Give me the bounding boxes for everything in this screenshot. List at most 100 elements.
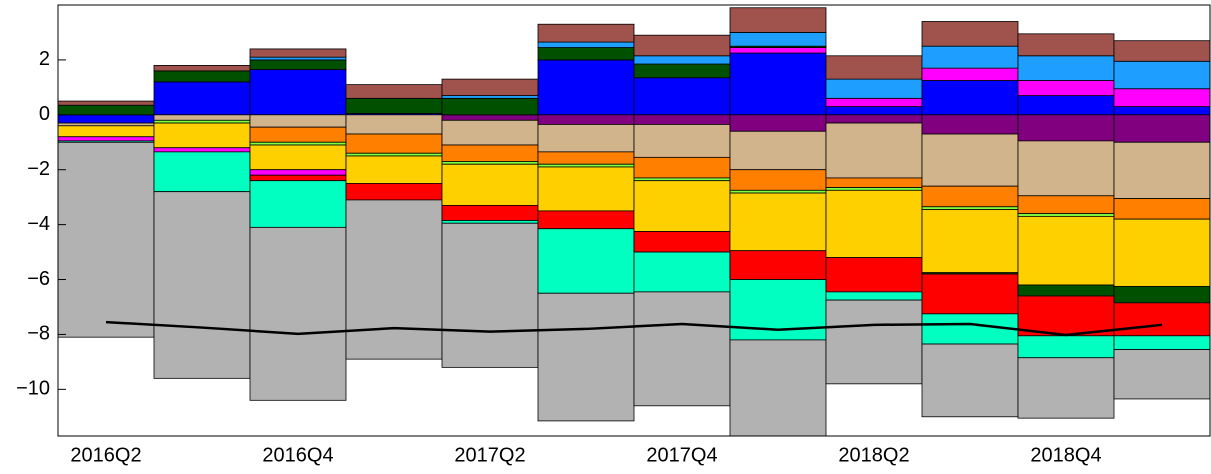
bar-segment [58, 136, 155, 142]
bar-segment [921, 206, 1019, 210]
bar-segment [345, 152, 443, 157]
bar-segment [921, 80, 1019, 116]
bar-segment [921, 133, 1019, 187]
plot-frame [57, 4, 1211, 437]
y-tick-label: 0 [39, 103, 50, 125]
bar-segment [921, 313, 1019, 345]
bar-segment [249, 56, 347, 61]
bar-segment [825, 78, 923, 99]
x-tick-label: 2017Q2 [454, 444, 525, 466]
bar-segment [1017, 195, 1115, 215]
bar-segment [633, 55, 731, 65]
bar-segment [921, 185, 1019, 208]
bar-segment [153, 191, 251, 379]
bar-segment [633, 156, 731, 179]
bar-segment [58, 122, 155, 127]
bar-segment [825, 189, 923, 258]
bar-segment [441, 114, 539, 121]
bar-segment [537, 228, 635, 294]
bar-segment [729, 7, 827, 33]
bar-segment [441, 144, 539, 162]
y-tick-label: −2 [27, 158, 50, 180]
bar-segment [153, 81, 251, 116]
bar-segment [825, 55, 923, 80]
bar-segment [1017, 335, 1115, 359]
bar-segment [441, 222, 539, 368]
y-tick-label: −10 [16, 378, 50, 400]
bar-segment [825, 187, 923, 191]
bar-segment [345, 133, 443, 154]
bar-segment [921, 21, 1019, 47]
bar-segment [825, 299, 923, 385]
bar-segment [1113, 218, 1210, 287]
bar-segment [153, 64, 251, 72]
bar-segment [729, 250, 827, 280]
bar-segment [441, 205, 539, 221]
bar-segment [537, 41, 635, 48]
bar-segment [345, 199, 443, 360]
bar-segment [153, 122, 251, 149]
bar-segment [249, 59, 347, 70]
bar-segment [58, 100, 155, 106]
x-tick-label: 2018Q2 [838, 444, 909, 466]
bar-segment [921, 343, 1019, 418]
bar-segment [58, 104, 155, 116]
bar-segment [633, 63, 731, 79]
bar-segment [1113, 88, 1210, 107]
bar-segment [825, 114, 923, 124]
bar-segment [249, 48, 347, 58]
bar-segment [345, 183, 443, 201]
bar-segment [825, 122, 923, 179]
bar-segment [1113, 106, 1210, 116]
bar-segment [1113, 60, 1210, 90]
bar-segment [441, 119, 539, 146]
bar-segment [153, 70, 251, 83]
bar-segment [1113, 141, 1210, 199]
bar-segment [345, 155, 443, 184]
x-tick-label: 2017Q4 [646, 444, 717, 466]
bar-segment [1113, 285, 1210, 304]
bar-segment [441, 97, 539, 116]
bar-segment [1017, 213, 1115, 217]
x-tick-label: 2016Q4 [262, 444, 333, 466]
bar-segment [729, 114, 827, 132]
bar-segment [1017, 140, 1115, 197]
bar-segment [729, 192, 827, 252]
y-tick-label: −8 [27, 323, 50, 345]
bar-segment [633, 34, 731, 57]
bar-segment [729, 32, 827, 47]
bar-segment [1017, 55, 1115, 81]
net-line [105, 320, 1163, 337]
bar-segment [537, 210, 635, 230]
bar-segment [153, 147, 251, 153]
bar-segment [1017, 295, 1115, 337]
bar-segment [249, 126, 347, 143]
bar-segment [58, 141, 155, 338]
bar-segment [1017, 357, 1115, 419]
bar-segment [825, 257, 923, 293]
bar-segment [633, 180, 731, 232]
bar-segment [345, 97, 443, 114]
bar-segment [729, 169, 827, 191]
bar-segment [1113, 349, 1210, 400]
bar-segment [537, 47, 635, 61]
bar-segment [249, 226, 347, 401]
bar-segment [345, 114, 443, 135]
bar-segment [441, 163, 539, 206]
bar-segment [633, 251, 731, 293]
bar-segment [921, 209, 1019, 274]
y-tick-label: −6 [27, 268, 50, 290]
bar-segment [537, 292, 635, 422]
bar-segment [441, 161, 539, 165]
bar-segment [1113, 114, 1210, 143]
bar-segment [1017, 284, 1115, 297]
bar-segment [1017, 114, 1115, 142]
bar-segment [537, 114, 635, 125]
bar-segment [249, 114, 347, 128]
bar-segment [153, 151, 251, 193]
bar-segment [249, 144, 347, 171]
bar-segment [441, 220, 539, 224]
y-tick-label: −4 [27, 213, 50, 235]
bar-segment [58, 114, 155, 124]
bar-segment [1113, 198, 1210, 220]
